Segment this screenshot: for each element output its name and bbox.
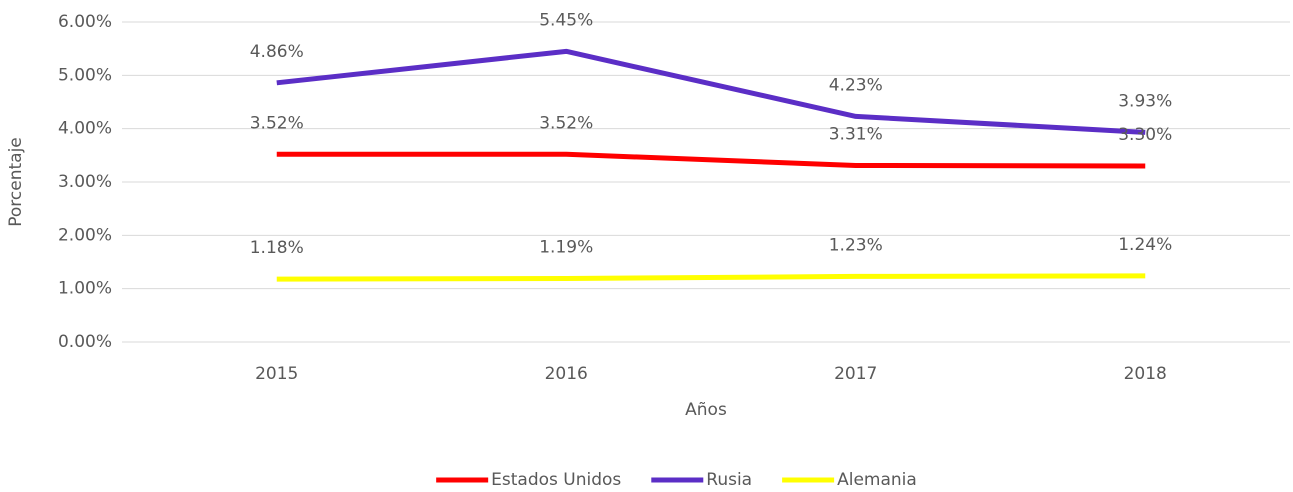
series-line	[276, 151, 1146, 169]
series-line	[276, 48, 1146, 135]
y-tick-label: 1.00%	[58, 279, 112, 299]
y-tick-label: 4.00%	[58, 119, 112, 139]
data-label: 4.86%	[250, 42, 304, 62]
data-label: 3.52%	[539, 113, 593, 133]
data-label: 3.30%	[1118, 125, 1172, 145]
data-label: 3.52%	[250, 113, 304, 133]
data-label: 5.45%	[539, 10, 593, 30]
y-tick-label: 0.00%	[58, 332, 112, 352]
x-tick-label: 2018	[1124, 364, 1167, 384]
legend-label: Alemania	[837, 470, 917, 490]
x-axis-title: Años	[685, 400, 727, 420]
data-label: 1.24%	[1118, 235, 1172, 255]
data-label: 1.19%	[539, 238, 593, 258]
legend-label: Rusia	[706, 470, 752, 490]
data-label: 1.18%	[250, 238, 304, 258]
y-tick-label: 5.00%	[58, 65, 112, 85]
y-tick-label: 6.00%	[58, 12, 112, 32]
y-tick-label: 3.00%	[58, 172, 112, 192]
x-tick-label: 2015	[255, 364, 298, 384]
data-label: 1.23%	[829, 235, 883, 255]
y-tick-label: 2.00%	[58, 225, 112, 245]
data-label: 3.31%	[829, 124, 883, 144]
x-tick-label: 2016	[545, 364, 588, 384]
legend-label: Estados Unidos	[491, 470, 621, 490]
data-label: 4.23%	[829, 75, 883, 95]
series-line	[276, 273, 1146, 282]
x-tick-label: 2017	[834, 364, 877, 384]
data-label: 3.93%	[1118, 91, 1172, 111]
y-axis-title: Porcentaje	[6, 137, 26, 227]
